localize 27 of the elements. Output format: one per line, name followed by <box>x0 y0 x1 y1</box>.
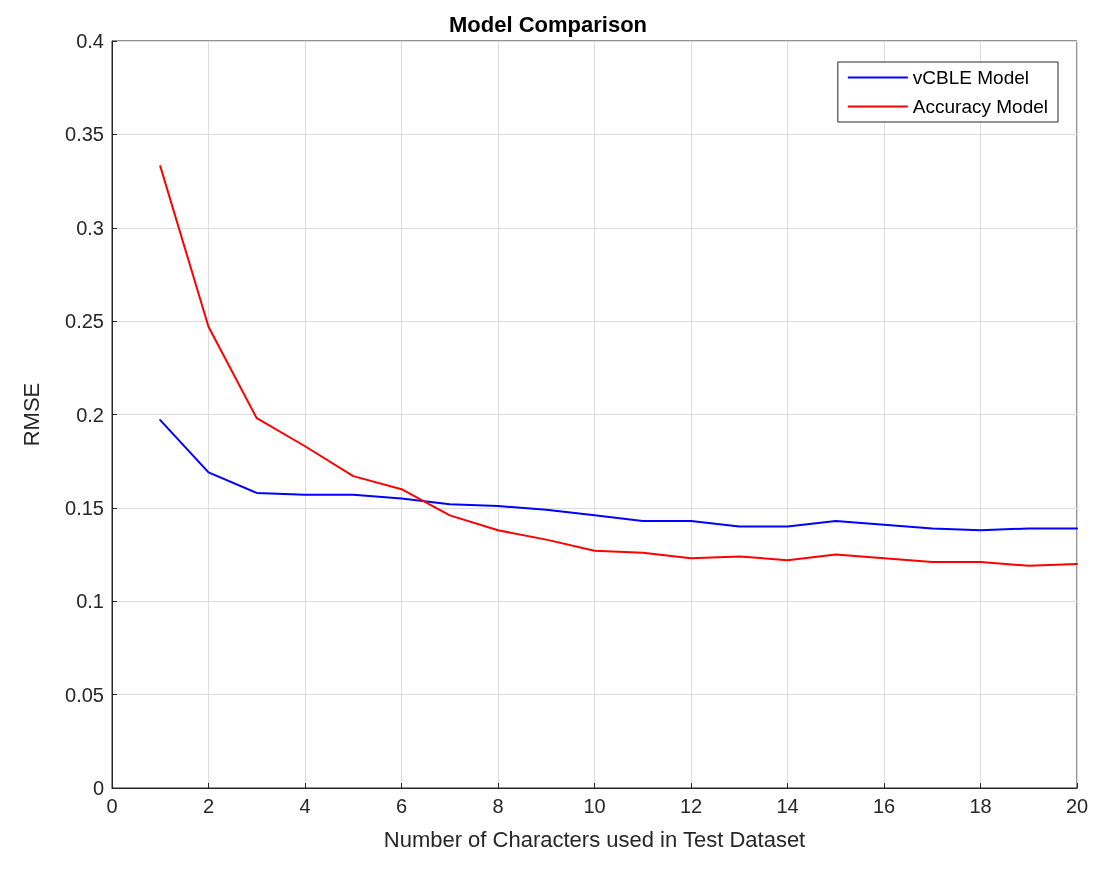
legend-label: Accuracy Model <box>912 96 1049 117</box>
x-tick-label: 16 <box>872 795 896 817</box>
x-tick-label: 0 <box>106 795 118 817</box>
legend-label: vCBLE Model <box>912 67 1030 88</box>
y-tick-label: 0.05 <box>65 683 104 706</box>
y-tick-label: 0.4 <box>76 30 104 52</box>
chart-title: Model Comparison <box>448 11 648 37</box>
y-tick-label: 0.35 <box>65 123 104 146</box>
x-tick-label: 4 <box>299 795 311 817</box>
y-axis-title: RMSE <box>18 382 44 447</box>
x-tick-label: 20 <box>1065 795 1089 817</box>
x-tick-label: 2 <box>202 795 215 817</box>
y-tick-label: 0.15 <box>65 496 104 519</box>
y-tick-label: 0.2 <box>76 403 104 426</box>
x-tick-label: 10 <box>583 795 606 817</box>
x-axis-title: Number of Characters used in Test Dataset <box>383 826 806 852</box>
x-tick-label: 6 <box>395 795 408 817</box>
y-tick-label: 0 <box>92 777 104 799</box>
y-tick-label: 0.3 <box>76 216 104 239</box>
x-tick-label: 12 <box>679 795 703 817</box>
y-tick-label: 0.25 <box>65 310 104 333</box>
y-tick-label: 0.1 <box>76 590 104 613</box>
line-series <box>159 165 1078 567</box>
x-tick-label: 8 <box>492 795 504 817</box>
x-tick-label: 14 <box>776 795 799 817</box>
x-tick-label: 18 <box>969 795 992 817</box>
line-series <box>159 419 1078 532</box>
